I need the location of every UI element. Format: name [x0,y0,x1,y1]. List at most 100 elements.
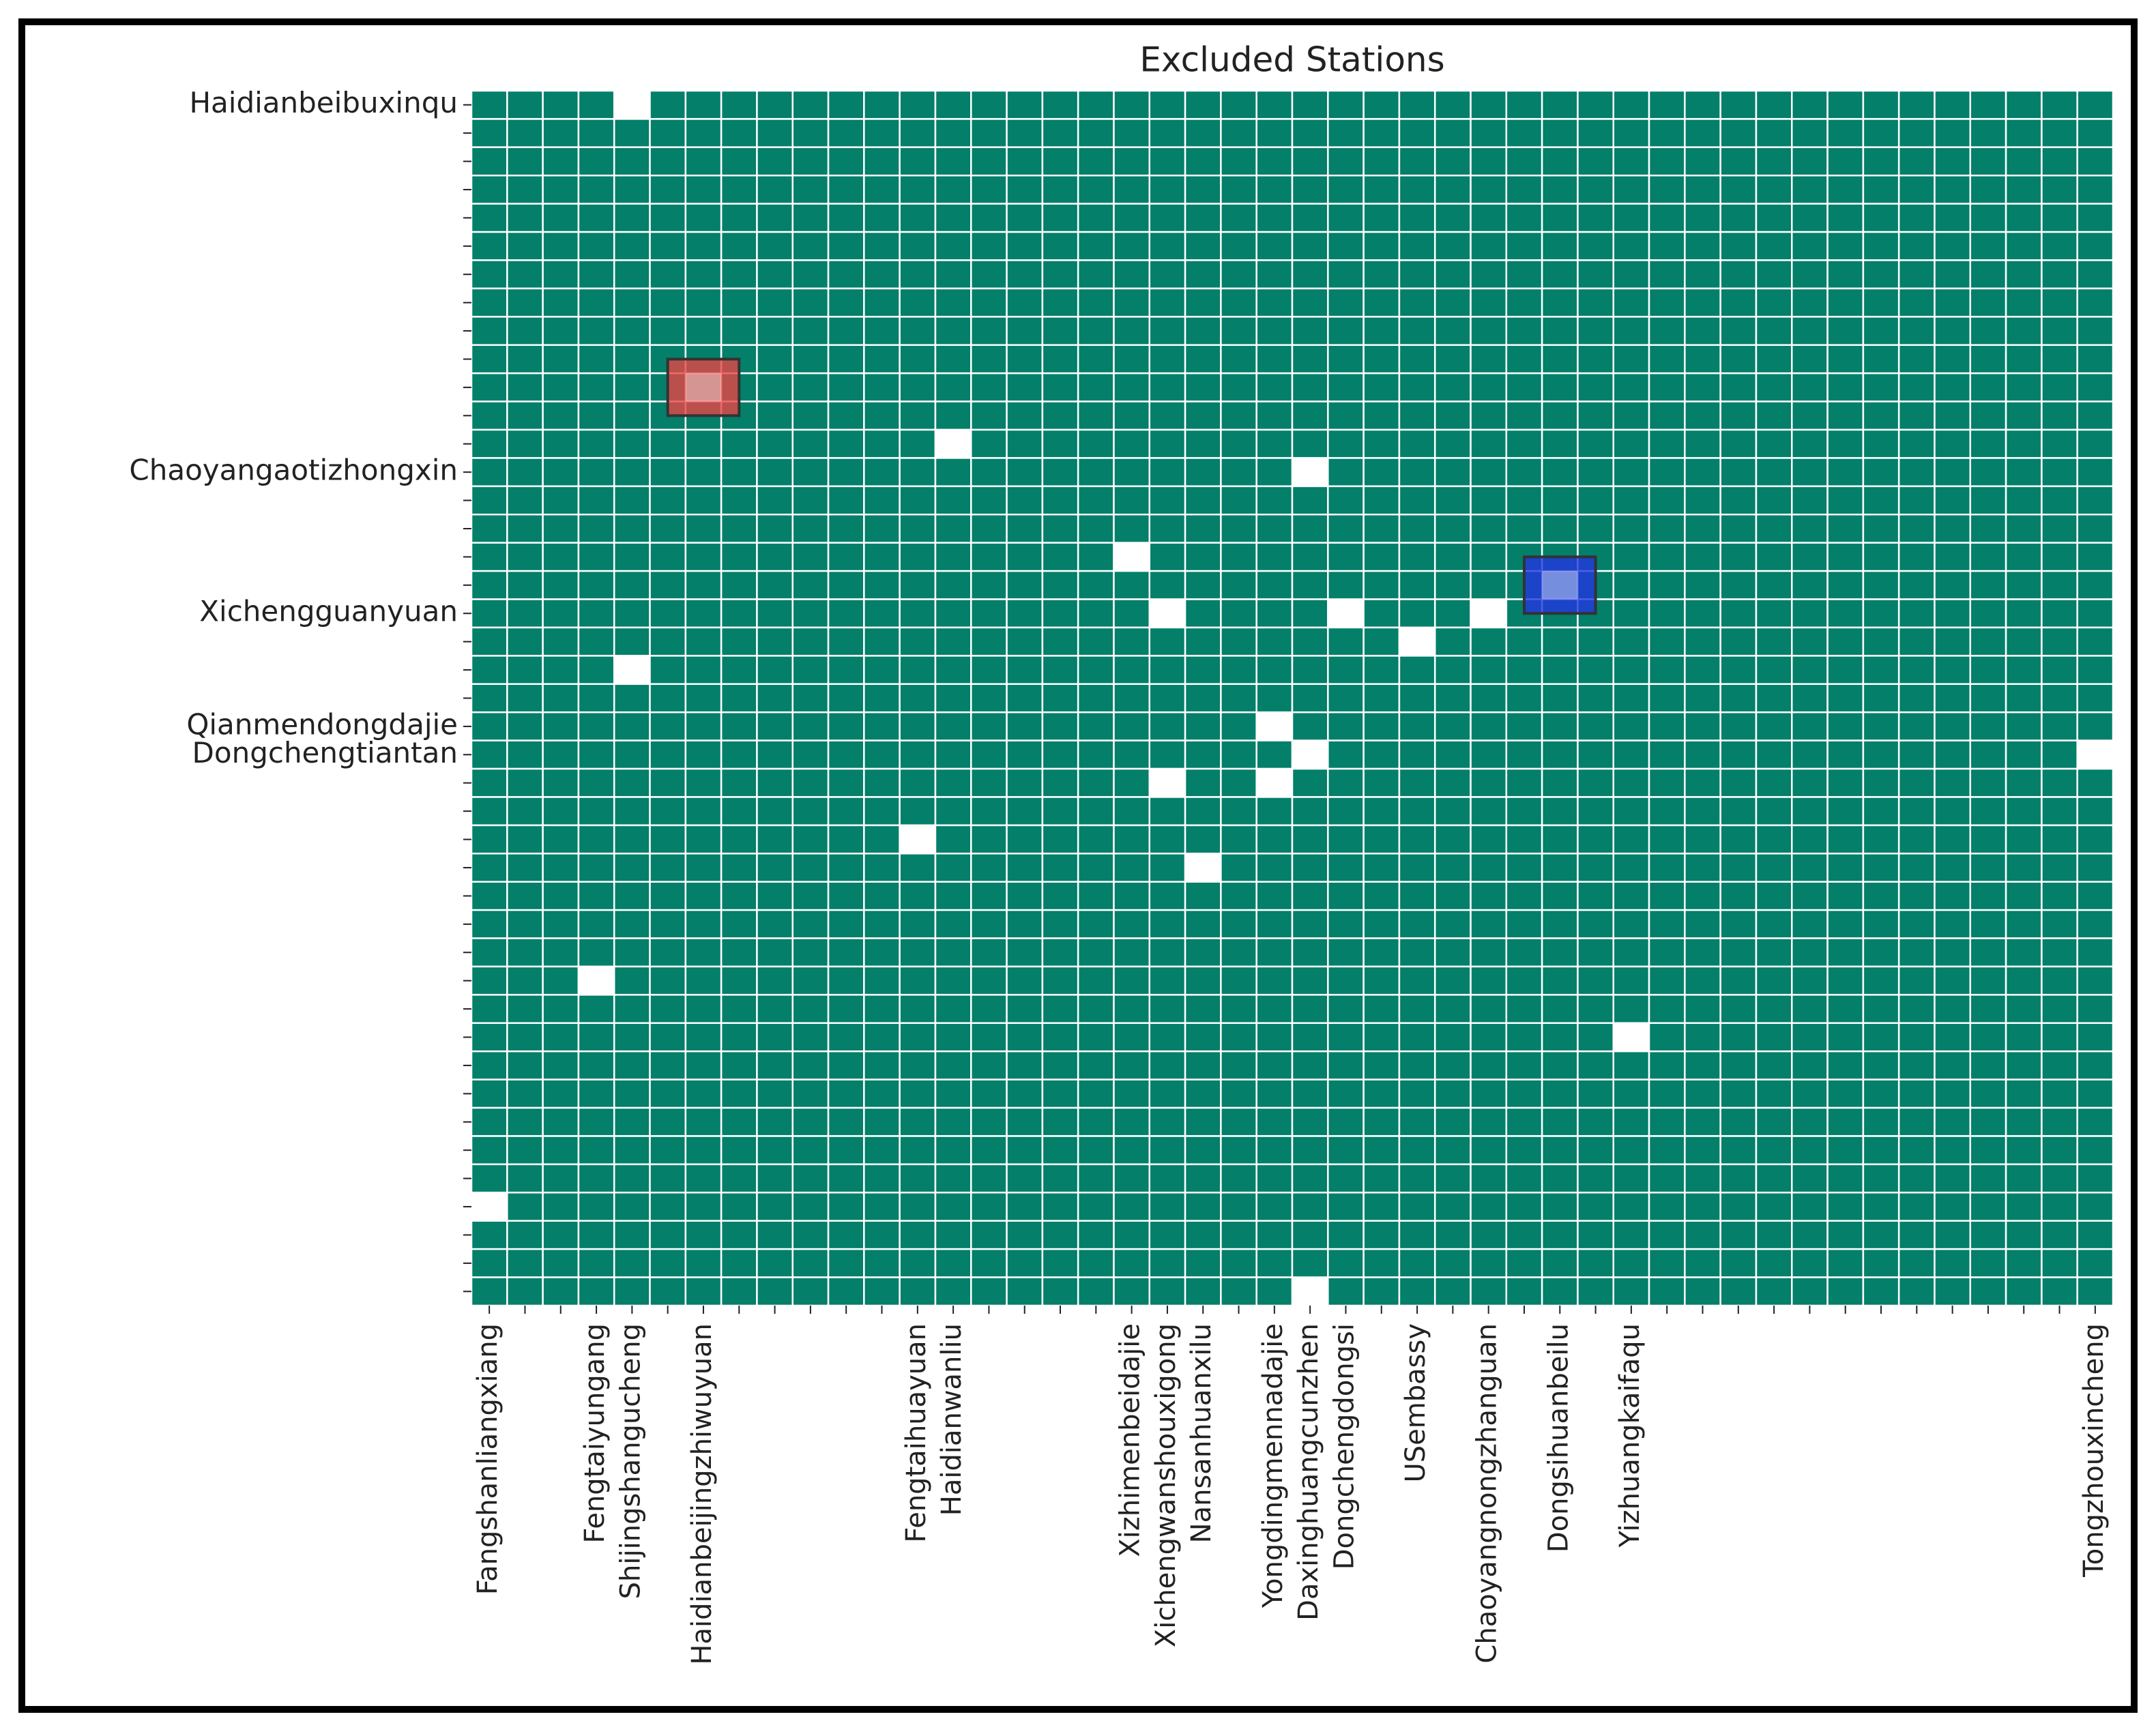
heatmap-cell [1897,796,1936,827]
heatmap-cell [649,542,687,572]
heatmap-cell [827,1276,865,1307]
heatmap-cell [863,457,901,488]
heatmap-cell [1648,853,1686,883]
heatmap-cell [542,909,580,939]
heatmap-cell [1826,514,1865,544]
heatmap-cell [1041,909,1079,939]
heatmap-cell [791,570,830,600]
heatmap-cell [1897,965,1936,996]
heatmap-cell [577,570,615,600]
heatmap-cell [1470,711,1508,741]
heatmap-cell [1363,1248,1401,1278]
heatmap-cell [1363,881,1401,911]
heatmap-cell [1255,1022,1294,1053]
heatmap-cell [1826,1220,1865,1250]
heatmap-cell [1077,994,1115,1025]
heatmap-cell [1398,316,1436,347]
heatmap-cell [1398,1078,1436,1109]
heatmap-cell [1255,1163,1294,1194]
heatmap-cell [1006,683,1044,713]
heatmap-cell [720,118,758,149]
heatmap-cell [1327,739,1365,770]
y-tick-label: Dongchengtiantan [192,736,458,769]
heatmap-cell [1969,372,2007,402]
heatmap-cell [577,1106,615,1137]
heatmap-cell [1291,372,1329,402]
heatmap-cell [863,711,901,741]
heatmap-cell [2076,485,2114,516]
heatmap-cell [1113,1022,1151,1053]
heatmap-cell [1220,344,1257,374]
heatmap-cell [1220,655,1257,686]
heatmap-cell [1255,231,1294,261]
heatmap-cell [1755,1078,1793,1109]
heatmap-cell [470,1276,508,1307]
heatmap-cell [970,344,1008,374]
heatmap-cell [1148,683,1186,713]
heatmap-cell [1934,1192,1972,1222]
heatmap-cell [649,1192,687,1222]
heatmap-cell [1470,1050,1508,1080]
heatmap-cell [1398,485,1436,516]
heatmap-cell [684,1050,723,1080]
heatmap-cell [1755,1220,1793,1250]
heatmap-cell [1113,796,1151,827]
heatmap-cell [791,1163,830,1194]
heatmap-cell [934,1220,972,1250]
heatmap-cell [1755,994,1793,1025]
heatmap-cell [470,118,508,149]
heatmap-cell [970,1135,1008,1166]
heatmap-cell [470,316,508,347]
heatmap-cell [1505,1276,1543,1307]
heatmap-cell [577,259,615,290]
heatmap-cell [1862,598,1900,629]
heatmap-cell [899,909,937,939]
heatmap-cell [934,1163,972,1194]
heatmap-cell [1648,316,1686,347]
heatmap-cell [1826,683,1865,713]
heatmap-cell [1791,514,1829,544]
heatmap-cell [506,683,544,713]
heatmap-cell [1433,542,1472,572]
heatmap-cell [756,937,793,968]
heatmap-cell [2041,1106,2078,1137]
heatmap-cell [1934,485,1972,516]
heatmap-cell [1684,965,1721,996]
heatmap-cell [791,881,830,911]
heatmap-cell [1470,965,1508,996]
heatmap-cell [1719,655,1758,686]
heatmap-cell [1291,203,1329,233]
heatmap-cell [1433,965,1472,996]
heatmap-cell [1934,1276,1972,1307]
heatmap-cell [542,626,580,657]
heatmap-cell [1220,853,1257,883]
heatmap-cell [1969,965,2007,996]
heatmap-cell [2076,1220,2114,1250]
heatmap-cell [1862,118,1900,149]
heatmap-cell [720,485,758,516]
heatmap-cell [899,570,937,600]
heatmap-cell [756,853,793,883]
heatmap-cell [506,231,544,261]
heatmap-cell [1398,175,1436,205]
heatmap-cell [1470,1276,1508,1307]
heatmap-cell [1612,1106,1650,1137]
heatmap-cell [1648,570,1686,600]
heatmap-cell [1826,853,1865,883]
heatmap-cell [1398,1022,1436,1053]
heatmap-cell [1363,739,1401,770]
heatmap-cell [1684,344,1721,374]
heatmap-cell [1327,146,1365,177]
heatmap-cell [1897,598,1936,629]
heatmap-cell [1291,400,1329,431]
heatmap-cell [1327,937,1365,968]
heatmap-cell [1969,231,2007,261]
heatmap-cell [1148,626,1186,657]
heatmap-cell [1006,739,1044,770]
heatmap-cell [1826,1078,1865,1109]
heatmap-cell [649,598,687,629]
heatmap-cell [2041,287,2078,318]
heatmap-cell [791,1050,830,1080]
x-tick-label: USembassy [1400,1323,1431,1483]
heatmap-cell [1541,767,1579,798]
